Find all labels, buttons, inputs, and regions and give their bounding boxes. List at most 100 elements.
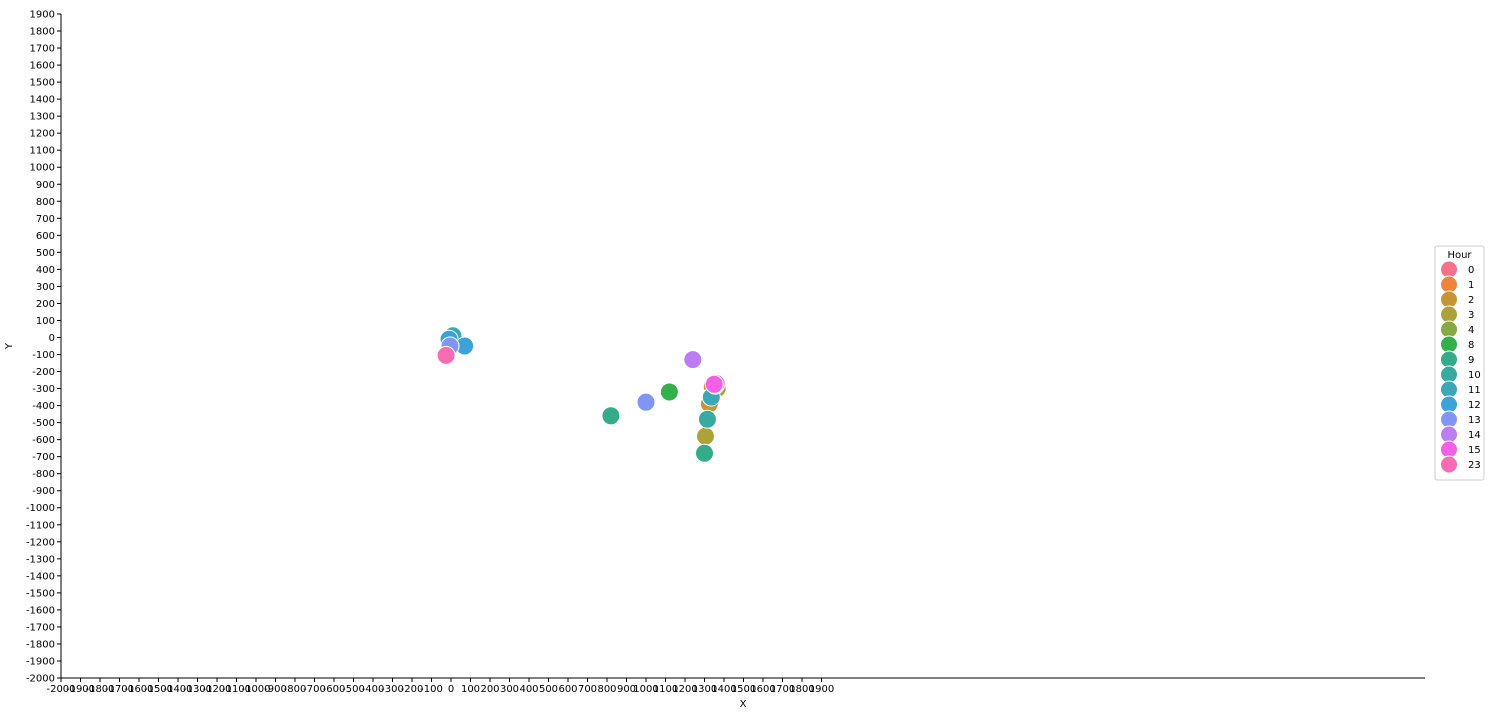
axes: 1900180017001600150014001300120011001000… <box>26 10 1425 695</box>
legend-marker-11 <box>1440 380 1458 399</box>
legend-label: 14 <box>1468 430 1481 441</box>
y-tick-label: -1600 <box>26 605 55 616</box>
x-tick-label: -2000 <box>46 684 75 695</box>
y-tick-label: -300 <box>32 384 55 395</box>
legend-marker-23 <box>1440 455 1458 474</box>
x-tick-label: -500 <box>342 684 365 695</box>
y-tick-label: -700 <box>32 452 55 463</box>
x-tick-label: -800 <box>284 684 307 695</box>
y-tick-label: 1900 <box>30 10 55 21</box>
point-hour-10 <box>697 409 717 429</box>
x-tick-label: 500 <box>539 684 558 695</box>
x-tick-label: 1500 <box>731 684 756 695</box>
x-tick-label: -1700 <box>105 684 134 695</box>
x-tick-label: 1700 <box>770 684 795 695</box>
y-tick-label: 200 <box>36 299 55 310</box>
x-tick-label: -1200 <box>202 684 231 695</box>
legend-label: 13 <box>1468 415 1481 426</box>
y-tick-label: -200 <box>32 367 55 378</box>
y-tick-label: 1600 <box>30 61 55 72</box>
x-tick-label: -600 <box>323 684 346 695</box>
legend-marker-10 <box>1440 365 1458 384</box>
y-tick-label: -1300 <box>26 554 55 565</box>
y-tick-label: -900 <box>32 486 55 497</box>
y-tick-label: 1000 <box>30 163 55 174</box>
x-tick-label: 1400 <box>711 684 736 695</box>
legend-marker-0 <box>1440 260 1458 279</box>
legend-label: 15 <box>1468 445 1481 456</box>
y-tick-label: -100 <box>32 350 55 361</box>
point-hour-9 <box>601 406 621 426</box>
legend-label: 23 <box>1468 460 1481 471</box>
y-tick-label: 100 <box>36 316 55 327</box>
legend-marker-9 <box>1440 350 1458 369</box>
x-tick-label: -400 <box>362 684 385 695</box>
legend-marker-2 <box>1440 290 1458 309</box>
y-tick-label: 1500 <box>30 78 55 89</box>
x-tick-label: 0 <box>448 684 454 695</box>
y-tick-label: 1400 <box>30 95 55 106</box>
x-tick-label: 200 <box>480 684 499 695</box>
legend-label: 11 <box>1468 385 1481 396</box>
y-tick-label: 500 <box>36 248 55 259</box>
point-hour-14 <box>683 350 703 370</box>
x-axis-label: X <box>740 699 747 710</box>
x-tick-label: 1600 <box>750 684 775 695</box>
y-tick-label: 1200 <box>30 129 55 140</box>
y-tick-label: -600 <box>32 435 55 446</box>
x-tick-label: 300 <box>500 684 519 695</box>
y-tick-label: 1300 <box>30 112 55 123</box>
y-tick-label: -1800 <box>26 639 55 650</box>
y-tick-label: 0 <box>49 333 55 344</box>
y-tick-label: -500 <box>32 418 55 429</box>
legend-marker-14 <box>1440 425 1458 444</box>
legend-marker-12 <box>1440 395 1458 414</box>
x-tick-label: -1300 <box>183 684 212 695</box>
legend-label: 1 <box>1468 280 1474 291</box>
y-tick-label: 400 <box>36 265 55 276</box>
y-tick-label: 800 <box>36 197 55 208</box>
legend-label: 4 <box>1468 325 1474 336</box>
legend-label: 8 <box>1468 340 1474 351</box>
x-tick-label: -1900 <box>66 684 95 695</box>
y-tick-label: 1700 <box>30 44 55 55</box>
y-tick-label: 300 <box>36 282 55 293</box>
point-hour-23 <box>436 345 456 365</box>
y-tick-label: -800 <box>32 469 55 480</box>
x-tick-label: -200 <box>401 684 424 695</box>
y-axis-label: Y <box>4 342 15 350</box>
point-hour-3 <box>695 426 715 446</box>
x-tick-label: 900 <box>617 684 636 695</box>
legend-label: 12 <box>1468 400 1481 411</box>
y-tick-label: -400 <box>32 401 55 412</box>
x-tick-label: -900 <box>264 684 287 695</box>
x-tick-label: -700 <box>303 684 326 695</box>
point-hour-13 <box>636 392 656 412</box>
x-tick-label: -100 <box>420 684 443 695</box>
legend-marker-15 <box>1440 440 1458 459</box>
point-hour-15 <box>704 374 724 394</box>
legend-title: Hour <box>1447 250 1472 261</box>
legend-marker-13 <box>1440 410 1458 429</box>
data-points <box>436 326 727 463</box>
x-tick-label: 1000 <box>633 684 658 695</box>
legend-marker-8 <box>1440 335 1458 354</box>
x-tick-label: 700 <box>578 684 597 695</box>
x-tick-label: -1500 <box>144 684 173 695</box>
y-tick-label: -1900 <box>26 656 55 667</box>
x-tick-label: 600 <box>558 684 577 695</box>
x-tick-label: -1600 <box>124 684 153 695</box>
y-tick-label: -1100 <box>26 520 55 531</box>
x-tick-label: 1300 <box>692 684 717 695</box>
y-tick-label: 700 <box>36 214 55 225</box>
x-tick-label: -1400 <box>163 684 192 695</box>
y-tick-label: 600 <box>36 231 55 242</box>
x-tick-label: 800 <box>597 684 616 695</box>
legend-label: 9 <box>1468 355 1474 366</box>
x-tick-label: -1800 <box>85 684 114 695</box>
x-tick-label: 1800 <box>789 684 814 695</box>
legend-label: 3 <box>1468 310 1474 321</box>
legend-marker-3 <box>1440 305 1458 324</box>
